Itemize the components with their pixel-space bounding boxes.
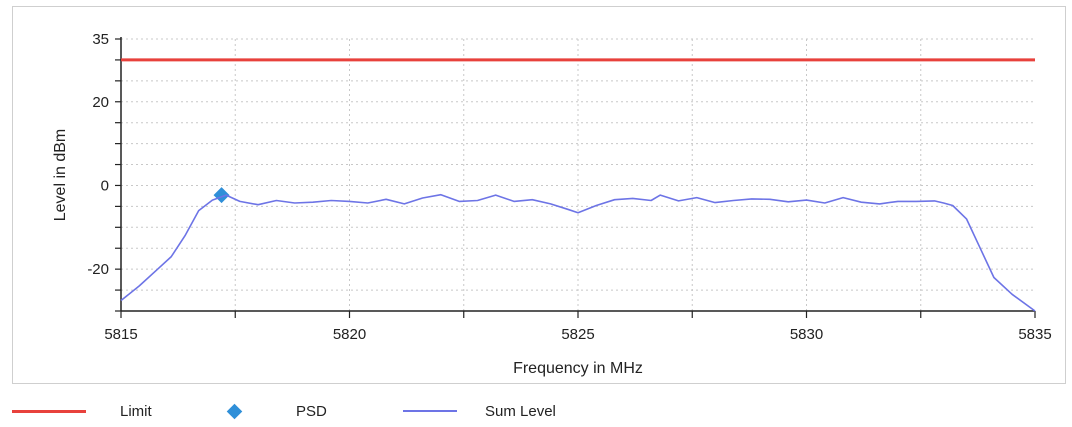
- legend-swatch-psd: [226, 403, 243, 419]
- legend-item-sum-level: Sum Level: [403, 396, 556, 426]
- legend-label-sum-level: Sum Level: [485, 402, 556, 420]
- legend-item-psd: PSD: [226, 396, 327, 426]
- legend-label-limit: Limit: [120, 402, 152, 420]
- series-marker-psd: [213, 187, 230, 204]
- x-tick-label: 5835: [1018, 326, 1051, 343]
- legend-item-limit: Limit: [12, 396, 152, 426]
- chart-frame: 35 20 0 -20 5815 5820 5825 5830 5835 Frequency in…: [12, 6, 1066, 384]
- chart-svg: 35 20 0 -20 5815 5820 5825 5830 5835 Frequency in…: [52, 31, 1052, 377]
- y-axis-title: Level in dBm: [52, 129, 69, 222]
- legend: Limit PSD Sum Level: [0, 396, 1072, 426]
- series-line-sum-level: [120, 193, 1036, 312]
- legend-swatch-limit: [12, 409, 86, 413]
- x-tick-label: 5825: [561, 326, 594, 343]
- x-tick-label: 5820: [333, 326, 366, 343]
- legend-swatch-sum-level: [403, 410, 457, 412]
- y-tick-label: 0: [101, 177, 109, 194]
- x-axis-title: Frequency in MHz: [513, 360, 643, 377]
- y-tick-label: 35: [92, 31, 109, 48]
- y-tick-label: 20: [92, 94, 109, 111]
- x-tick-label: 5815: [104, 326, 137, 343]
- y-tick-label: -20: [87, 261, 109, 278]
- x-tick-label: 5830: [790, 326, 823, 343]
- legend-label-psd: PSD: [296, 402, 327, 420]
